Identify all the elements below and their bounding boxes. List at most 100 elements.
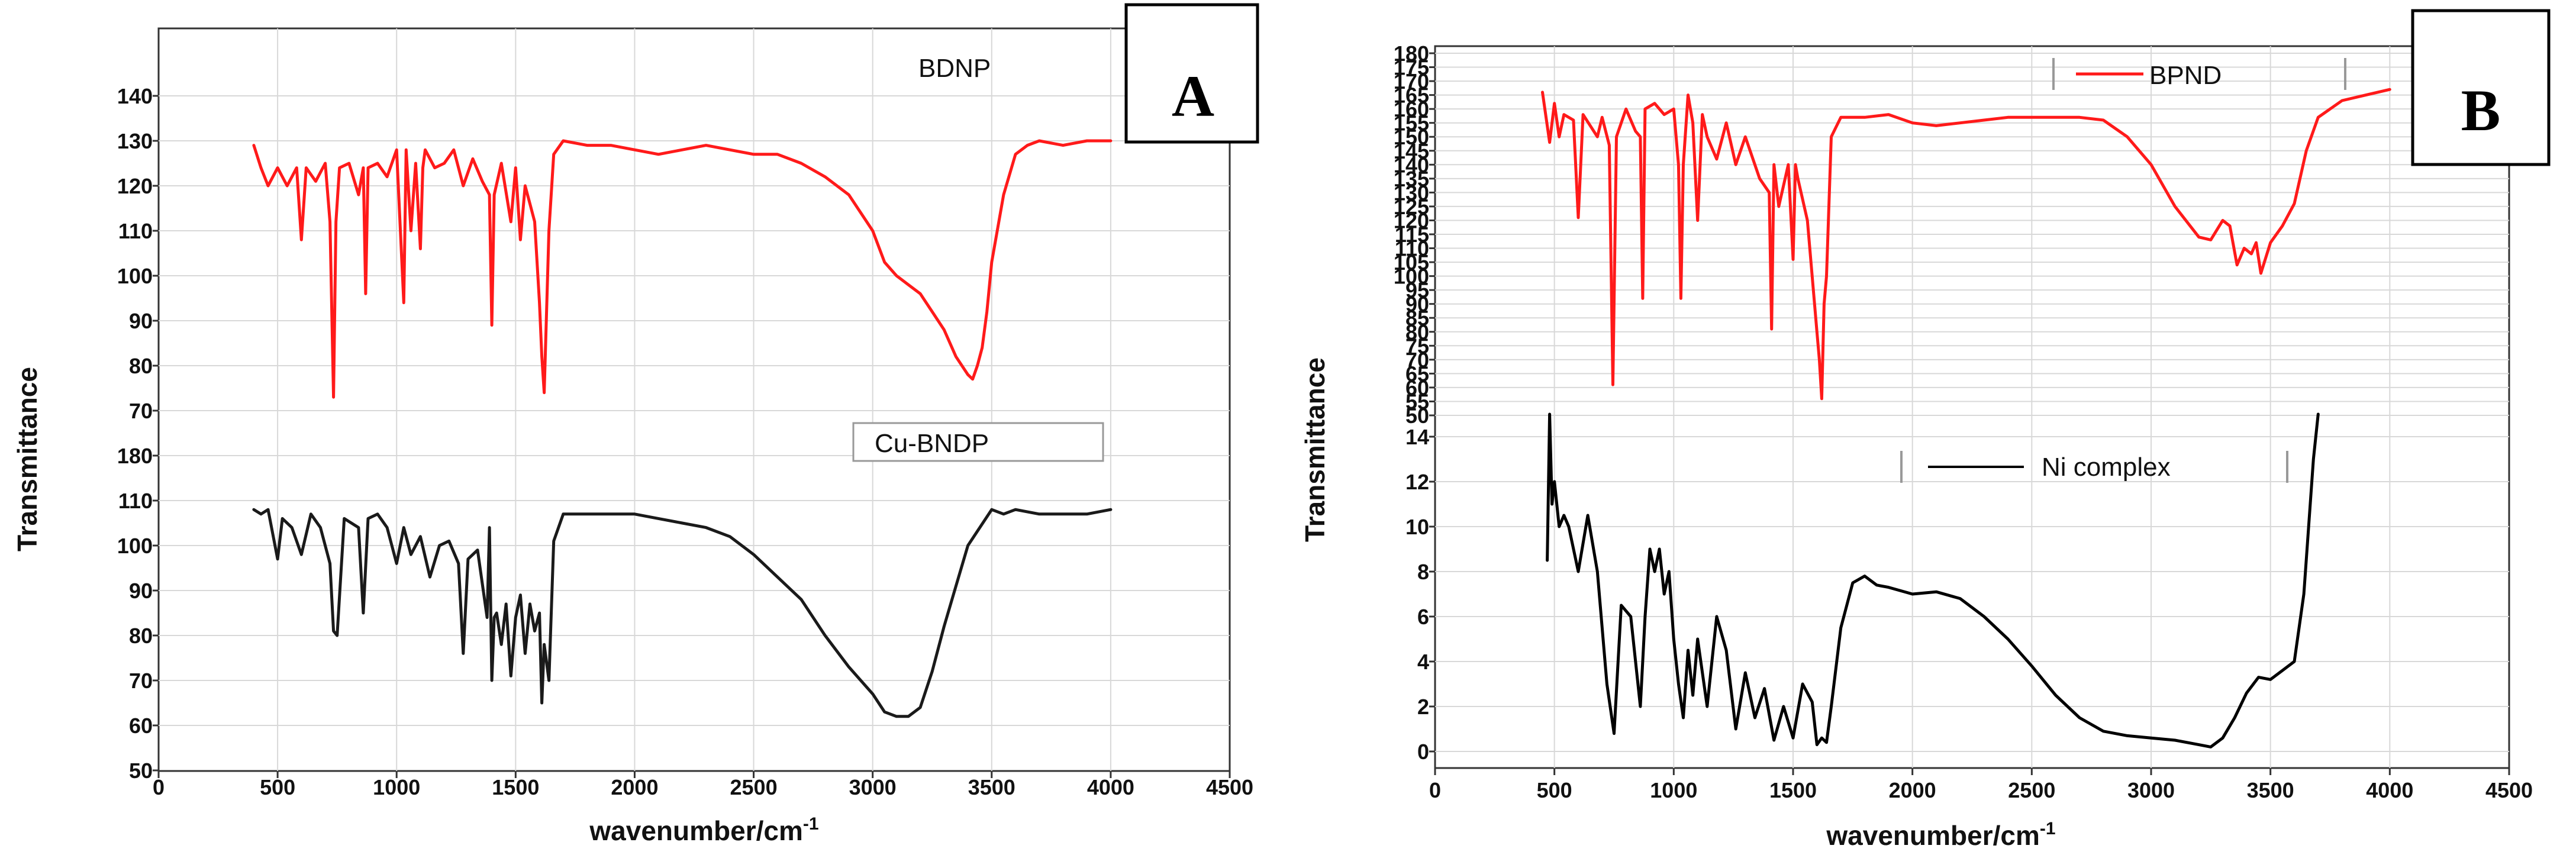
- y-tick-label: 60: [129, 714, 153, 738]
- y-tick-label: 90: [129, 309, 153, 333]
- x-tick-label: 3000: [2127, 778, 2175, 802]
- panel-a-xlabel-sup: -1: [803, 814, 819, 834]
- panel-b-legend-bpnd-box: BPND: [2052, 58, 2346, 90]
- y-tick-label: 140: [117, 84, 153, 108]
- panel-a-label: A: [1172, 63, 1214, 129]
- x-tick-label: 0: [1429, 778, 1441, 802]
- panel-b-ylabel: Transmittance: [1300, 357, 1330, 542]
- y-tick-label: 14: [1405, 425, 1429, 449]
- x-tick-label: 1000: [1650, 778, 1697, 802]
- y-tick-label: 0: [1417, 740, 1429, 764]
- y-tick-label: 125: [1394, 195, 1429, 219]
- series-line-cu-bndp: [252, 508, 1113, 718]
- panel-b-xlabel: wavenumber/cm-1: [1826, 819, 2055, 851]
- y-tick-label: 75: [1405, 334, 1429, 358]
- y-tick-label: 85: [1405, 306, 1429, 330]
- y-tick-label: 180: [1394, 41, 1429, 66]
- panel-b-legend-ni-complex: Ni complex: [2042, 453, 2171, 482]
- y-tick-label: 175: [1394, 56, 1429, 80]
- panel-b-ticks: 0 500 1000 1500 2000 2500 3000 3500 4000 4500 0 2 4 6…: [1394, 41, 2533, 802]
- y-tick-label: 145: [1394, 139, 1429, 163]
- y-tick-label: 115: [1395, 222, 1429, 247]
- panel-b-label: B: [2461, 78, 2501, 143]
- y-tick-label: 8: [1417, 560, 1429, 584]
- y-tick-label: 50: [1405, 404, 1429, 428]
- x-tick-label: 4500: [1206, 775, 1253, 799]
- series-line-bpnd: [1541, 88, 2391, 401]
- y-tick-label: 105: [1394, 250, 1429, 275]
- y-tick-label: 170: [1394, 69, 1429, 93]
- y-tick-label: 80: [1405, 320, 1429, 344]
- panel-a-legend-cu-bndp: Cu-BNDP: [875, 429, 989, 458]
- panel-b-legend-bpnd: BPND: [2149, 61, 2222, 90]
- y-tick-label: 100: [1394, 264, 1429, 289]
- y-tick-label: 12: [1405, 470, 1429, 494]
- x-tick-label: 3500: [968, 775, 1015, 799]
- y-tick-label: 120: [1394, 208, 1429, 233]
- panel-a-legend-cu-bndp-box: Cu-BNDP: [852, 422, 1104, 462]
- y-tick-label: 50: [129, 759, 153, 783]
- panel-b: 0 500 1000 1500 2000 2500 3000 3500 4000 4500 0 2 4 6…: [1300, 9, 2551, 851]
- x-tick-label: 2500: [2008, 778, 2055, 802]
- y-tick-label: 6: [1417, 605, 1429, 629]
- x-tick-label: 1500: [492, 775, 539, 799]
- y-tick-label: 110: [118, 489, 153, 513]
- panel-b-xlabel-text: wavenumber/cm: [1826, 820, 2039, 851]
- x-tick-label: 1000: [373, 775, 420, 799]
- x-tick-label: 500: [1537, 778, 1572, 802]
- panel-a-xlabel: wavenumber/cm-1: [589, 814, 818, 846]
- y-tick-label: 165: [1394, 83, 1429, 108]
- series-line-ni-complex: [1546, 412, 2320, 748]
- y-tick-label: 60: [1405, 376, 1429, 400]
- y-tick-label: 100: [117, 264, 153, 288]
- y-tick-label: 100: [117, 534, 153, 558]
- y-tick-label: 110: [118, 219, 153, 243]
- y-tick-label: 4: [1417, 650, 1429, 674]
- panel-a-ticks: 0 500 1000 1500 2000 2500 3000 3500 4000 4500 50 60…: [117, 84, 1253, 799]
- y-tick-label: 130: [117, 129, 153, 153]
- panel-b-series: [1541, 88, 2391, 748]
- panel-a-label-frame: [1124, 3, 1259, 144]
- x-tick-label: 500: [260, 775, 295, 799]
- x-tick-label: 0: [153, 775, 165, 799]
- y-tick-label: 135: [1394, 167, 1429, 191]
- y-tick-label: 80: [129, 624, 153, 648]
- y-tick-label: 95: [1405, 278, 1429, 302]
- y-tick-label: 120: [117, 174, 153, 198]
- x-tick-label: 2500: [730, 775, 778, 799]
- y-tick-label: 65: [1405, 362, 1429, 386]
- series-line-bdnp: [252, 139, 1113, 399]
- y-tick-label: 160: [1394, 97, 1429, 121]
- y-tick-label: 70: [1405, 348, 1429, 372]
- panel-a-legend-frame: [852, 422, 1104, 462]
- y-tick-label: 70: [129, 669, 153, 693]
- x-tick-label: 1500: [1769, 778, 1817, 802]
- y-tick-label: 150: [1394, 125, 1429, 149]
- x-tick-label: 4000: [1087, 775, 1134, 799]
- x-tick-label: 2000: [1889, 778, 1936, 802]
- x-tick-label: 3500: [2247, 778, 2294, 802]
- y-tick-label: 55: [1405, 389, 1429, 414]
- y-tick-label: 2: [1417, 695, 1429, 719]
- panel-a-series: [252, 139, 1113, 718]
- x-tick-label: 4000: [2366, 778, 2413, 802]
- panel-b-plot-frame: [1434, 45, 2510, 769]
- x-tick-label: 2000: [611, 775, 658, 799]
- panel-b-label-frame: [2411, 9, 2551, 166]
- x-tick-label: 3000: [849, 775, 897, 799]
- panel-a-xlabel-text: wavenumber/cm: [589, 815, 802, 846]
- panel-a: 0 500 1000 1500 2000 2500 3000 3500 4000 4500 50 60…: [12, 3, 1259, 846]
- panel-a-label-box: A: [1124, 3, 1259, 144]
- y-tick-label: 180: [117, 444, 153, 468]
- panel-a-legend-bdnp: BDNP: [918, 54, 991, 83]
- y-tick-label: 70: [129, 399, 153, 423]
- y-tick-label: 90: [129, 579, 153, 603]
- y-tick-label: 155: [1394, 111, 1429, 135]
- x-tick-label: 4500: [2485, 778, 2533, 802]
- panel-a-ylabel: Transmittance: [12, 367, 43, 551]
- panel-a-plot-frame: [157, 27, 1231, 772]
- panel-b-label-box: B: [2411, 9, 2551, 166]
- y-tick-label: 110: [1395, 237, 1429, 261]
- panel-b-xlabel-sup: -1: [2040, 819, 2056, 838]
